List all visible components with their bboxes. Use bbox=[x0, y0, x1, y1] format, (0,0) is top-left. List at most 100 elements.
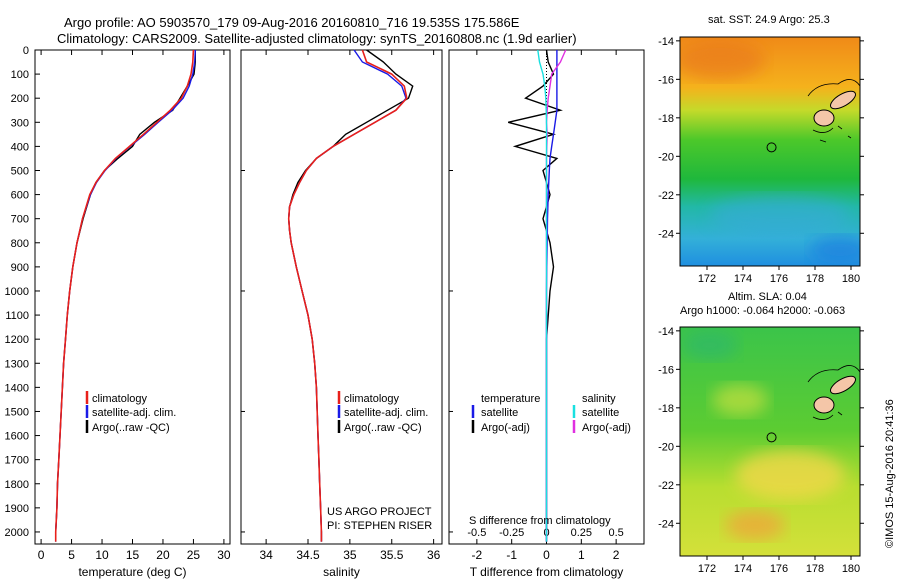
sst-cold-patch bbox=[810, 236, 860, 264]
reef-contours bbox=[807, 365, 860, 420]
y-tick-label: 1000 bbox=[5, 286, 29, 298]
y-tick-label: 1500 bbox=[5, 406, 29, 418]
x-tick-label: 10 bbox=[95, 548, 109, 562]
series-line bbox=[287, 49, 407, 542]
x-tick-label: 20 bbox=[156, 548, 170, 562]
y-tick-label: 900 bbox=[11, 262, 29, 274]
map-y-tick-label: -18 bbox=[658, 113, 674, 125]
x-tick-label: 34 bbox=[259, 548, 273, 562]
y-tick-label: 2000 bbox=[5, 527, 29, 539]
y-tick-label: 200 bbox=[11, 93, 29, 105]
y-tick-label: 1900 bbox=[5, 503, 29, 515]
y-tick-label: 700 bbox=[11, 214, 29, 226]
sla-orange-patch bbox=[725, 510, 785, 540]
y-tick-label: 800 bbox=[11, 238, 29, 250]
y-tick-label: 1400 bbox=[5, 382, 29, 394]
salinity-profile-panel: 34 34.5 35 35.5 36 salinity bbox=[240, 49, 443, 579]
project-label: US ARGO PROJECT bbox=[327, 506, 432, 518]
legend-label-satellite: satellite-adj. clim. bbox=[92, 407, 176, 419]
y-tick-label: 1200 bbox=[5, 334, 29, 346]
vanua-levu-island bbox=[830, 90, 856, 110]
x-tick-label: 15 bbox=[126, 548, 140, 562]
y-tick-label: 1800 bbox=[5, 479, 29, 491]
y-tick-label: 400 bbox=[11, 141, 29, 153]
argo-position-marker bbox=[766, 142, 777, 153]
map-y-tick-label: -14 bbox=[658, 326, 674, 338]
map-y-tick-label: -20 bbox=[658, 151, 674, 163]
y-tick-label: 0 bbox=[23, 45, 29, 57]
y-tick-label: 600 bbox=[11, 190, 29, 202]
sla-map-title: Altim. SLA: 0.04 bbox=[728, 291, 807, 303]
top-axis-tick-label: 0.5 bbox=[608, 527, 623, 539]
x-tick-label: 5 bbox=[68, 548, 75, 562]
map-x-tick-label: 176 bbox=[770, 273, 788, 285]
y-tick-label: 1100 bbox=[5, 310, 29, 322]
map-y-tick-label: -24 bbox=[658, 518, 674, 530]
x-tick-label: 36 bbox=[427, 548, 441, 562]
y-tick-label: 300 bbox=[11, 117, 29, 129]
fiji-coastline bbox=[807, 79, 860, 143]
x-tick-label: 25 bbox=[187, 548, 201, 562]
map-x-tick-label: 178 bbox=[806, 563, 824, 575]
y-tick-label: 1700 bbox=[5, 455, 29, 467]
series-line bbox=[508, 49, 563, 542]
x-axis-label: T difference from climatology bbox=[470, 565, 624, 579]
map-y-tick-label: -24 bbox=[658, 228, 674, 240]
map-y-tick-label: -22 bbox=[658, 480, 674, 492]
sla-yellow-patch-2 bbox=[712, 384, 768, 416]
salinity-legend: climatology satellite-adj. clim. Argo(..… bbox=[337, 391, 428, 434]
plot-frame bbox=[34, 49, 231, 545]
x-tick-label: -1 bbox=[506, 548, 517, 562]
sst-warm-patch bbox=[680, 40, 765, 80]
x-tick-label: 30 bbox=[217, 548, 231, 562]
series-line bbox=[55, 49, 196, 542]
sst-map-title: sat. SST: 24.9 Argo: 25.3 bbox=[708, 14, 830, 26]
map-x-tick-label: 174 bbox=[734, 273, 752, 285]
viti-levu-island bbox=[813, 396, 835, 414]
legend-label-t-satellite: satellite bbox=[481, 407, 518, 419]
sla-map-frame bbox=[679, 326, 861, 557]
temperature-legend: climatology satellite-adj. clim. Argo(..… bbox=[85, 391, 176, 434]
y-tick-label: 500 bbox=[11, 165, 29, 177]
top-axis-tick-label: 0.25 bbox=[571, 527, 592, 539]
legend-label-climatology: climatology bbox=[344, 393, 400, 405]
pi-label: PI: STEPHEN RISER bbox=[327, 520, 432, 532]
x-tick-label: 2 bbox=[613, 548, 620, 562]
sla-map-panel: Altim. SLA: 0.04 Argo h1000: -0.064 h200… bbox=[658, 291, 864, 575]
title-line-1: Argo profile: AO 5903570_179 09-Aug-2016… bbox=[64, 15, 520, 30]
series-line bbox=[545, 50, 558, 542]
fiji-coastline bbox=[807, 365, 860, 420]
argo-position-marker bbox=[766, 432, 777, 443]
timestamp-stamp: ©IMOS 15-Aug-2016 20:41:36 bbox=[884, 399, 896, 548]
temperature-profile-panel: 0 5 10 15 20 25 30 temperature (deg C) 0 100 200 30… bbox=[5, 45, 231, 579]
x-tick-label: 0 bbox=[543, 548, 550, 562]
legend-label-argo: Argo(..raw -QC) bbox=[344, 422, 422, 434]
map-x-tick-label: 176 bbox=[770, 563, 788, 575]
x-axis-label: salinity bbox=[323, 565, 360, 579]
legend-label-t-argo: Argo(-adj) bbox=[481, 422, 530, 434]
map-y-tick-label: -14 bbox=[658, 36, 674, 48]
map-x-tick-label: 180 bbox=[842, 273, 860, 285]
x-tick-label: 35 bbox=[343, 548, 357, 562]
map-x-tick-label: 172 bbox=[698, 563, 716, 575]
top-axis-tick-label: -0.5 bbox=[467, 527, 486, 539]
x-tick-label: 34.5 bbox=[296, 548, 320, 562]
sla-yellow-patch bbox=[735, 450, 845, 500]
y-tick-label: 1300 bbox=[5, 358, 29, 370]
viti-levu-island bbox=[813, 109, 835, 127]
x-axis-label: temperature (deg C) bbox=[78, 565, 186, 579]
reef-contours bbox=[807, 79, 860, 143]
sst-map-frame bbox=[679, 36, 861, 267]
sla-teal-patch bbox=[682, 330, 738, 360]
x-tick-label: -2 bbox=[472, 548, 483, 562]
y-tick-label: 1600 bbox=[5, 431, 29, 443]
top-axis-tick-label: -0.25 bbox=[499, 527, 524, 539]
x-tick-label: 35.5 bbox=[380, 548, 404, 562]
legend-header-temperature: temperature bbox=[481, 393, 540, 405]
title-line-2: Climatology: CARS2009. Satellite-adjuste… bbox=[57, 31, 577, 46]
difference-legend: temperature salinity satellite Argo(-adj… bbox=[471, 393, 631, 434]
series-line bbox=[287, 49, 414, 542]
series-line bbox=[54, 49, 195, 542]
sla-map-axes: 172 174 176 178 180 -14 -16 -18 -20 -22 -24 bbox=[658, 326, 864, 575]
